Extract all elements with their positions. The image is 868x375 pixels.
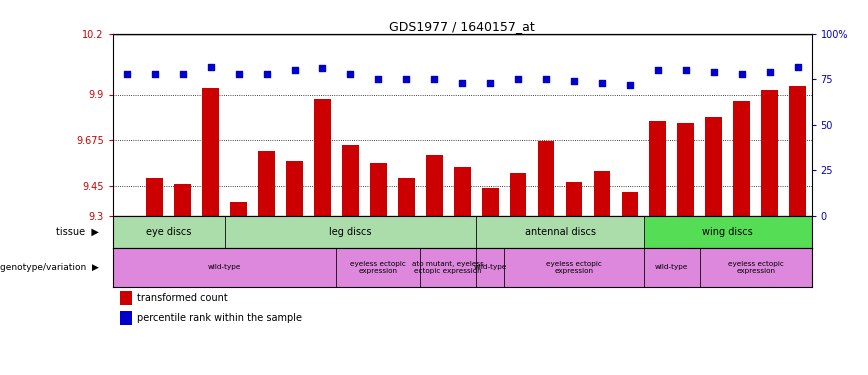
- Bar: [594, 171, 610, 216]
- Text: genotype/variation  ▶: genotype/variation ▶: [0, 263, 99, 272]
- Bar: [566, 182, 582, 216]
- Text: eyeless ectopic
expression: eyeless ectopic expression: [546, 261, 602, 274]
- Text: tissue  ▶: tissue ▶: [56, 227, 99, 237]
- Bar: [225, 216, 477, 248]
- Bar: [644, 248, 700, 287]
- Bar: [677, 123, 694, 216]
- Point: [539, 76, 553, 82]
- Text: eye discs: eye discs: [146, 227, 192, 237]
- Bar: [477, 248, 504, 287]
- Point: [120, 71, 134, 77]
- Bar: [706, 117, 722, 216]
- Point: [232, 71, 246, 77]
- Bar: [337, 248, 420, 287]
- Bar: [504, 248, 644, 287]
- Bar: [113, 216, 225, 248]
- Bar: [789, 86, 806, 216]
- Text: wing discs: wing discs: [702, 227, 753, 237]
- Text: leg discs: leg discs: [329, 227, 372, 237]
- Point: [316, 65, 330, 71]
- Title: GDS1977 / 1640157_at: GDS1977 / 1640157_at: [390, 20, 535, 33]
- Bar: [510, 174, 527, 216]
- Bar: [761, 90, 778, 216]
- Bar: [700, 248, 812, 287]
- Point: [623, 82, 637, 88]
- Point: [455, 80, 469, 86]
- Bar: [426, 155, 443, 216]
- Text: eyeless ectopic
expression: eyeless ectopic expression: [351, 261, 406, 274]
- Bar: [420, 248, 477, 287]
- Bar: [370, 164, 387, 216]
- Bar: [202, 88, 219, 216]
- Point: [344, 71, 358, 77]
- Point: [148, 71, 161, 77]
- Text: wild-type: wild-type: [473, 264, 507, 270]
- Bar: [147, 177, 163, 216]
- Bar: [537, 141, 555, 216]
- Point: [372, 76, 385, 82]
- Point: [734, 71, 748, 77]
- Point: [483, 80, 497, 86]
- Bar: [113, 248, 337, 287]
- Text: percentile rank within the sample: percentile rank within the sample: [137, 314, 302, 324]
- Text: ato mutant, eyeless
ectopic expression: ato mutant, eyeless ectopic expression: [412, 261, 484, 274]
- Bar: [398, 177, 415, 216]
- Bar: [120, 291, 133, 305]
- Bar: [482, 188, 498, 216]
- Bar: [621, 192, 638, 216]
- Point: [511, 76, 525, 82]
- Bar: [286, 161, 303, 216]
- Bar: [649, 121, 667, 216]
- Point: [595, 80, 609, 86]
- Point: [427, 76, 441, 82]
- Bar: [644, 216, 812, 248]
- Point: [399, 76, 413, 82]
- Text: transformed count: transformed count: [137, 293, 228, 303]
- Text: wild-type: wild-type: [208, 264, 241, 270]
- Bar: [342, 145, 358, 216]
- Bar: [477, 216, 644, 248]
- Bar: [314, 99, 331, 216]
- Point: [763, 69, 777, 75]
- Point: [707, 69, 720, 75]
- Bar: [230, 202, 247, 216]
- Point: [651, 67, 665, 73]
- Point: [679, 67, 693, 73]
- Bar: [120, 311, 133, 326]
- Point: [567, 78, 581, 84]
- Point: [260, 71, 273, 77]
- Text: antennal discs: antennal discs: [524, 227, 595, 237]
- Bar: [258, 151, 275, 216]
- Text: wild-type: wild-type: [655, 264, 688, 270]
- Bar: [174, 184, 191, 216]
- Point: [287, 67, 301, 73]
- Bar: [733, 100, 750, 216]
- Point: [791, 63, 805, 69]
- Point: [204, 63, 218, 69]
- Text: eyeless ectopic
expression: eyeless ectopic expression: [727, 261, 784, 274]
- Point: [175, 71, 189, 77]
- Bar: [454, 167, 470, 216]
